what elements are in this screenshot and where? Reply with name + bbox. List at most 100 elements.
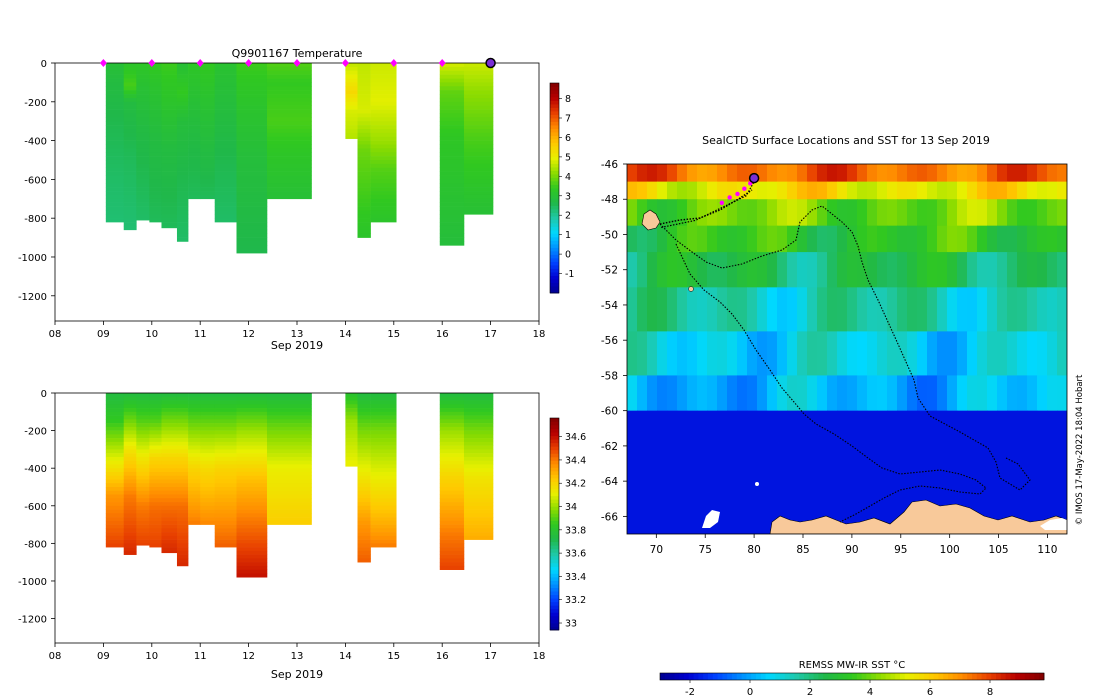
profile-8-cell	[214, 502, 237, 507]
colorbar-segment	[550, 435, 559, 440]
profile-2-cell	[136, 148, 150, 153]
profile-9-cell	[236, 423, 268, 428]
sst-cell	[997, 252, 1008, 288]
sst-cell	[777, 181, 788, 200]
profile-4-cell	[161, 144, 178, 149]
profile-8-cell	[214, 136, 237, 141]
profile-13-cell	[370, 471, 397, 477]
profile-2-cell	[136, 498, 150, 503]
profile-8-cell	[214, 198, 237, 203]
colorbar-segment	[550, 191, 559, 196]
profile-8-cell	[214, 445, 237, 450]
profile-13-cell	[370, 218, 397, 223]
sst-cell	[957, 375, 968, 412]
sst-colorbar-segment	[760, 673, 766, 680]
profile-8-cell	[214, 408, 237, 413]
profile-7-cell	[200, 159, 216, 165]
profile-12-cell	[357, 524, 371, 529]
profile-1-cell	[123, 191, 137, 196]
profile-4-cell	[161, 132, 178, 138]
sst-cell	[977, 225, 988, 253]
profile-1-cell	[123, 415, 137, 420]
profile-5-cell	[176, 225, 189, 231]
profile-6-cell	[188, 109, 201, 114]
profile-13-cell	[370, 483, 397, 488]
profile-2-cell	[136, 539, 150, 544]
profile-5-cell	[176, 449, 189, 454]
profile-14-cell	[439, 502, 465, 507]
profile-12-cell	[357, 453, 371, 458]
salinity-section-plot: 0-200-400-600-800-1000-1200 08 09 10 11 12 13…	[18, 389, 586, 681]
profile-5-cell	[176, 509, 189, 514]
sst-cell	[817, 164, 828, 183]
profile-15-cell	[463, 152, 494, 157]
profile-6-cell	[188, 187, 201, 192]
profile-8-cell	[214, 63, 237, 68]
profile-3-cell	[149, 194, 162, 200]
sst-cell	[907, 331, 918, 376]
profile-1-cell	[123, 498, 137, 503]
profile-4-cell	[161, 419, 178, 424]
profile-7-cell	[200, 453, 216, 458]
sst-cell	[977, 287, 988, 332]
profile-5-cell	[176, 117, 189, 122]
sst-colorbar-segment	[972, 673, 978, 680]
sst-cell	[957, 331, 968, 376]
profile-0-cell	[105, 520, 125, 525]
profile-8-cell	[214, 400, 237, 405]
colorbar-segment	[550, 111, 559, 115]
profile-10-cell	[266, 78, 312, 83]
profile-3-cell	[149, 411, 162, 416]
profile-13-cell	[370, 82, 397, 87]
sst-cell	[637, 199, 648, 227]
profile-9-cell	[236, 543, 268, 548]
colorbar-segment	[550, 531, 559, 535]
sst-cell	[1057, 181, 1067, 200]
profile-15-cell	[463, 70, 494, 75]
profile-12-cell	[357, 191, 371, 196]
sst-colorbar-segment	[698, 673, 704, 680]
profile-14-cell	[439, 483, 465, 488]
profile-1-cell	[123, 509, 137, 514]
sst-cell	[967, 164, 978, 183]
profile-3-cell	[149, 445, 162, 450]
profile-13-cell	[370, 194, 397, 200]
profile-10-cell	[266, 117, 312, 122]
sst-cell	[847, 287, 858, 332]
profile-0-cell	[105, 175, 125, 180]
profile-12-cell	[357, 128, 371, 134]
colorbar-segment	[550, 562, 559, 567]
profile-3-cell	[149, 471, 162, 477]
profile-13-cell	[370, 464, 397, 469]
profile-13-cell	[370, 502, 397, 507]
profile-11-cell	[345, 105, 358, 110]
profile-6-cell	[188, 449, 201, 454]
profile-7-cell	[200, 411, 216, 416]
profile-2-cell	[136, 430, 150, 435]
profile-6-cell	[188, 509, 201, 514]
profile-5-cell	[176, 222, 189, 227]
profile-3-cell	[149, 183, 162, 188]
seal-position	[742, 186, 747, 191]
profile-0-cell	[105, 445, 125, 450]
colorbar-tick-label: 7	[565, 114, 571, 125]
profile-1-cell	[123, 179, 137, 184]
map-y-tick-label: -60	[601, 406, 618, 418]
profile-10-cell	[266, 509, 312, 514]
profile-12-cell	[357, 63, 371, 68]
sst-cell	[1017, 225, 1028, 253]
sst-colorbar-segment	[775, 673, 781, 680]
profile-6-cell	[188, 117, 201, 122]
sst-cell	[967, 252, 978, 288]
sst-colorbar-segment	[1024, 673, 1030, 680]
profile-15-cell	[463, 408, 494, 413]
x-tick-label: 11	[194, 329, 207, 340]
profile-8-cell	[214, 434, 237, 439]
y-tick-label: -1200	[18, 292, 47, 303]
sst-cell	[637, 375, 648, 412]
profile-10-cell	[266, 179, 312, 184]
profile-4-cell	[161, 210, 178, 215]
colorbar-segment	[550, 261, 559, 266]
profile-9-cell	[236, 94, 268, 99]
profile-9-cell	[236, 396, 268, 401]
